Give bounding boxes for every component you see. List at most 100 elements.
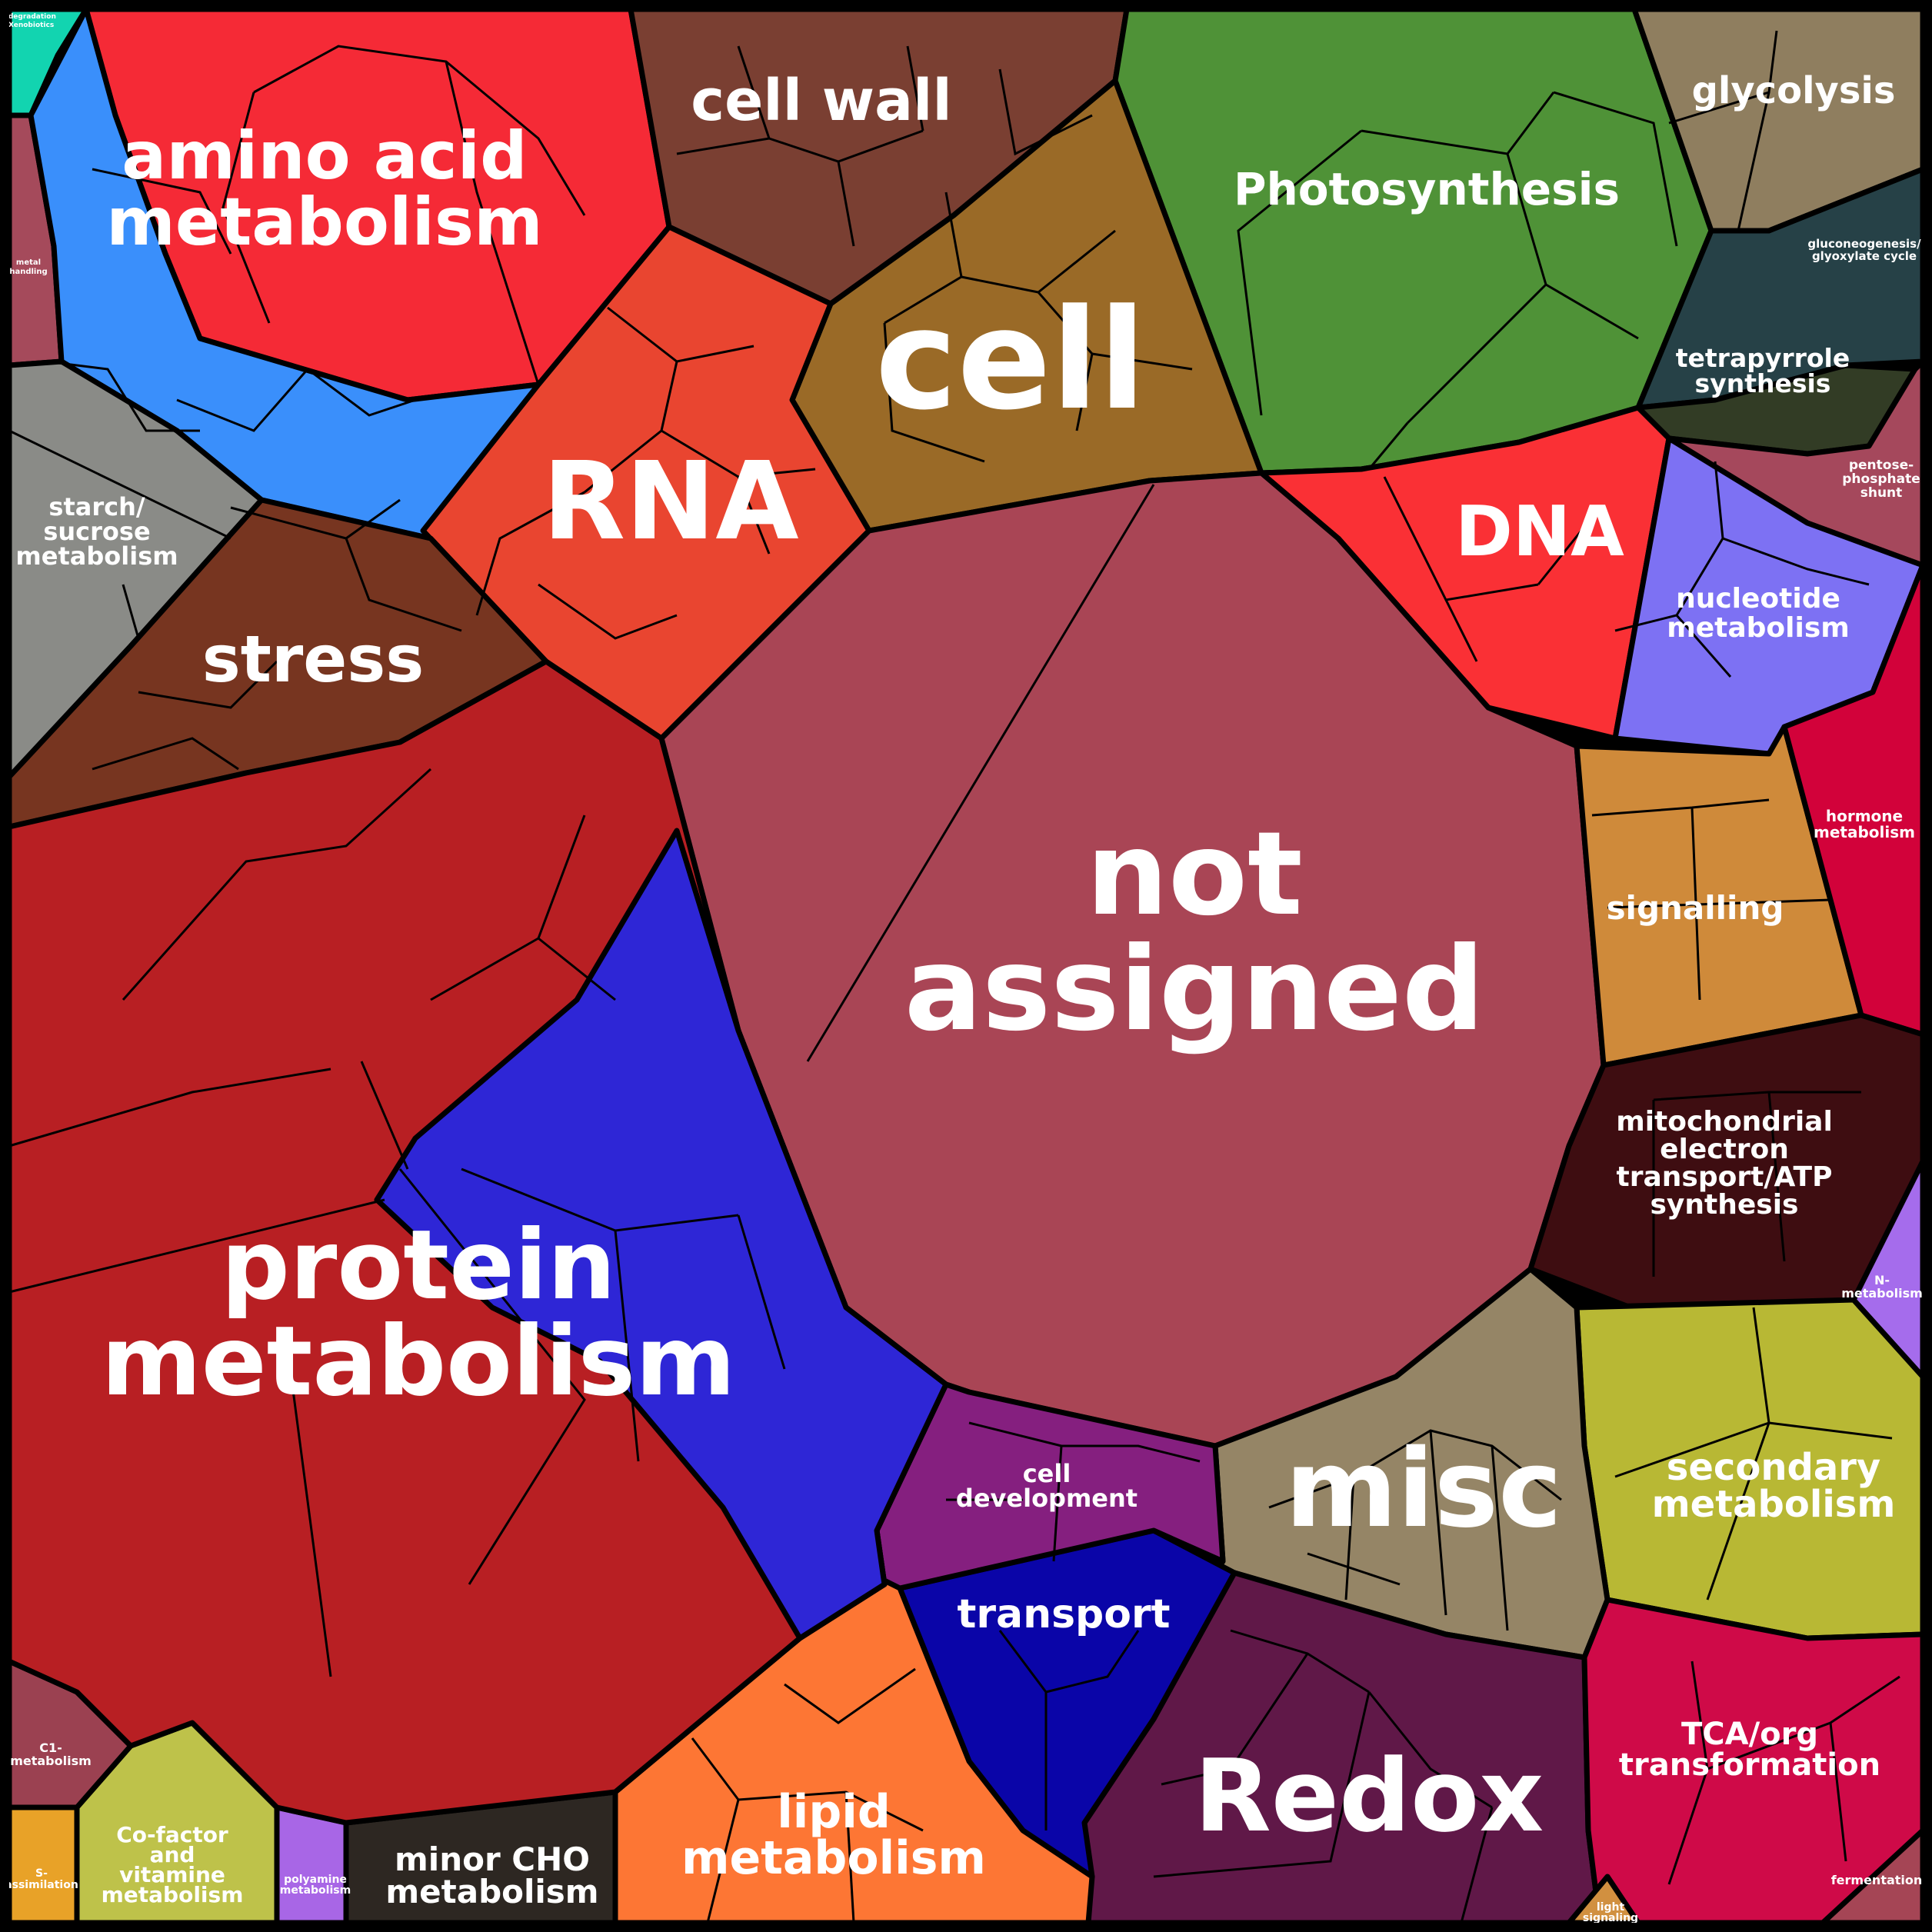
- subcell-boundary-cell-wall: [676, 129, 924, 163]
- cell-region-s-assimilation[interactable]: [6, 1804, 80, 1926]
- label-s-assimilation: assimilation: [5, 1879, 78, 1891]
- subcell-boundary-dna: [1444, 599, 1478, 662]
- subcell-boundary-redox: [1367, 1691, 1493, 1809]
- label-cell-development: cell: [1023, 1459, 1071, 1488]
- label-lipid: metabolism: [681, 1831, 986, 1885]
- subcell-boundary-rna: [475, 491, 585, 616]
- subcell-boundary-cell-wall: [998, 68, 1093, 156]
- subcell-boundary-redox: [1460, 1807, 1494, 1924]
- subcell-boundary-cell: [1038, 229, 1116, 294]
- subcell-boundary-lipid: [844, 1791, 855, 1924]
- label-photosynthesis: Photosynthesis: [1234, 163, 1620, 215]
- label-hormone: metabolism: [1814, 823, 1915, 841]
- subcell-boundary-amino-acid: [222, 92, 271, 324]
- subcell-boundary-lipid: [706, 1799, 740, 1924]
- subcell-boundary-secondary: [1706, 1422, 1770, 1601]
- label-lipid: lipid: [777, 1785, 891, 1839]
- label-starch: starch/: [48, 492, 145, 521]
- subcell-boundary-cell: [944, 192, 963, 278]
- subcell-boundary-misc: [1307, 1552, 1401, 1586]
- label-mito: transport/ATP: [1617, 1161, 1833, 1193]
- subcell-boundary-cell-development: [1052, 1445, 1063, 1562]
- subcell-boundary-nucleotide: [1722, 537, 1870, 586]
- cell-region-protein-blue[interactable]: [374, 828, 949, 1641]
- label-secondary: metabolism: [1652, 1483, 1896, 1526]
- subcell-boundary-cell-wall: [837, 161, 855, 247]
- label-biodegradation: biodegradation: [0, 13, 56, 21]
- label-tetrapyrrole: tetrapyrrole: [1676, 343, 1850, 373]
- label-s-assimilation: S-: [35, 1867, 48, 1880]
- label-cofactor: vitamine: [119, 1862, 225, 1887]
- label-secondary: secondary: [1667, 1446, 1880, 1489]
- label-rna: RNA: [542, 439, 798, 565]
- subcell-boundary-photosynthesis: [1237, 129, 1362, 416]
- label-starch: sucrose: [43, 517, 150, 546]
- label-not-assigned: assigned: [904, 923, 1484, 1057]
- label-nucleotide: metabolism: [1667, 612, 1850, 644]
- label-nucleotide: nucleotide: [1676, 583, 1840, 615]
- label-tca: transformation: [1619, 1747, 1880, 1783]
- label-stress: stress: [202, 621, 425, 697]
- subcell-boundary-stress: [138, 660, 278, 709]
- subcell-boundary-starch: [8, 429, 232, 540]
- subcell-boundary-not-assigned: [806, 484, 1155, 1062]
- subcell-boundary-protein: [360, 1061, 409, 1170]
- label-cell: cell: [875, 280, 1146, 441]
- subcell-boundary-cell-wall: [906, 45, 924, 132]
- label-tca: TCA/org: [1681, 1717, 1818, 1752]
- subcell-boundary-stress: [92, 737, 239, 771]
- subcell-boundary-protein: [122, 768, 432, 1001]
- label-glycolysis: glycolysis: [1692, 69, 1896, 112]
- label-gluconeogenesis: glyoxylate cycle: [1812, 249, 1917, 263]
- label-misc: misc: [1285, 1427, 1562, 1552]
- subcell-boundary-tca: [1829, 1722, 1847, 1862]
- label-minor-cho: metabolism: [385, 1873, 598, 1910]
- subcell-boundary-cell: [1091, 352, 1193, 371]
- label-fermentation: fermentation: [1831, 1873, 1923, 1887]
- subcell-boundary-transport: [998, 1630, 1140, 1694]
- label-metal-handling: metal: [16, 258, 41, 267]
- label-biodegradation: of Xenobiotics: [0, 22, 54, 29]
- subcell-boundary-amino-acid: [92, 168, 232, 255]
- label-hormone: hormone: [1826, 807, 1903, 825]
- subcell-boundary-amino-acid: [45, 360, 200, 432]
- label-pentose: pentose-: [1849, 458, 1914, 473]
- subcell-boundary-cell: [883, 322, 985, 463]
- label-light-signaling: signaling: [1583, 1912, 1638, 1924]
- label-cell-wall: cell wall: [691, 68, 952, 134]
- label-minor-cho: minor CHO: [395, 1840, 590, 1878]
- label-amino-acid: metabolism: [106, 184, 542, 261]
- subcell-boundary-mito: [1767, 1091, 1786, 1262]
- subcell-boundary-protein-blue: [537, 814, 586, 939]
- subcell-boundary-lipid: [691, 1737, 924, 1832]
- label-redox: Redox: [1194, 1737, 1544, 1854]
- label-light-signaling: light: [1597, 1901, 1625, 1914]
- label-protein: metabolism: [102, 1306, 736, 1417]
- label-signalling: signalling: [1607, 889, 1784, 927]
- label-cofactor: Co-factor: [116, 1822, 228, 1847]
- subcell-boundary-amino-acid: [445, 61, 540, 385]
- label-c1: metabolism: [10, 1754, 92, 1768]
- label-c1: C1-: [39, 1740, 62, 1755]
- label-pentose: phosphate: [1842, 471, 1920, 487]
- subcell-boundary-photosynthesis: [1545, 283, 1639, 340]
- subcell-boundary-misc: [1491, 1445, 1509, 1631]
- subcell-boundary-cell-development: [968, 1421, 1201, 1463]
- subcell-boundary-nucleotide: [1614, 461, 1724, 632]
- label-dna: DNA: [1455, 491, 1624, 572]
- label-n-metabolism: N-: [1874, 1273, 1890, 1287]
- cell-region-polyamine[interactable]: [274, 1804, 349, 1926]
- subcell-boundary-amino-acid: [176, 367, 416, 432]
- subcell-boundary-protein: [8, 1198, 385, 1294]
- subcell-boundary-stress: [230, 506, 462, 632]
- subcell-boundary-protein: [398, 1168, 586, 1585]
- label-tetrapyrrole: synthesis: [1695, 368, 1831, 398]
- subcell-boundary-dna: [1537, 507, 1601, 585]
- subcell-boundary-stress: [345, 498, 401, 540]
- subcell-boundary-cell-wall: [737, 45, 771, 139]
- subcell-boundary-misc: [1429, 1430, 1447, 1616]
- subcell-boundary-redox: [1161, 1653, 1309, 1786]
- subcell-boundary-rna: [738, 468, 816, 478]
